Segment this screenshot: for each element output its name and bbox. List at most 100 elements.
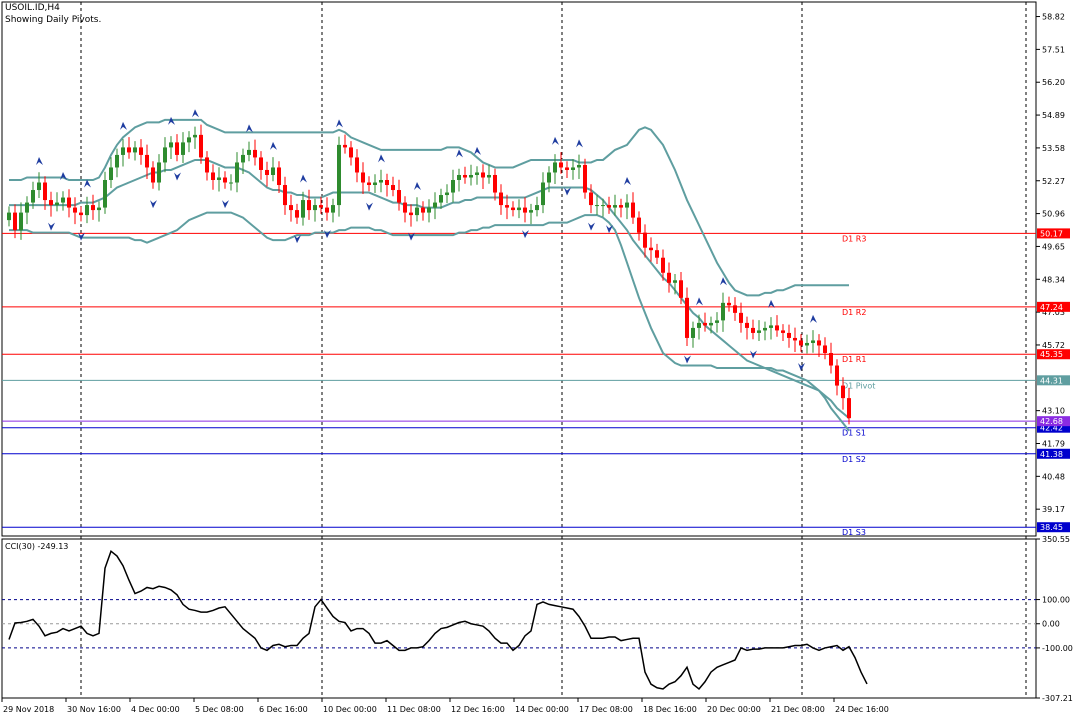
candle	[577, 154, 581, 179]
pivot-price-box	[1037, 422, 1070, 433]
candle-body	[517, 207, 521, 211]
price-tick-label: 47.03	[1042, 308, 1065, 317]
candle-body	[691, 327, 695, 338]
candle	[559, 152, 563, 174]
fractal-up-marker	[720, 277, 727, 286]
pivot-label: D1 S2	[842, 455, 866, 464]
candle	[61, 191, 65, 211]
bollinger-middle-line	[9, 158, 850, 419]
candle	[265, 161, 269, 187]
fractal-down-marker	[684, 355, 691, 364]
candle-body	[415, 207, 419, 216]
candle-body	[175, 142, 179, 155]
candle	[787, 324, 791, 348]
candle	[313, 198, 317, 222]
candle-body	[67, 197, 71, 208]
candle-body	[241, 154, 245, 163]
candle	[499, 184, 503, 215]
cci-tick-label: -100.00	[1042, 644, 1073, 653]
candle	[271, 157, 275, 182]
candle	[793, 327, 797, 352]
pivot-price-label: 50.17	[1040, 229, 1063, 238]
candle	[139, 139, 143, 165]
candle	[679, 272, 683, 305]
candle	[589, 184, 593, 214]
candle	[649, 237, 653, 262]
candle	[463, 166, 467, 184]
price-tick-label: 40.48	[1042, 472, 1065, 481]
candle	[547, 166, 551, 193]
pivot-label: D1 R3	[842, 234, 866, 243]
fractal-down-marker	[408, 232, 415, 241]
candle-body	[295, 210, 299, 218]
candle	[409, 204, 413, 227]
fractal-up-marker	[414, 182, 421, 191]
candle-body	[817, 340, 821, 346]
candle-body	[541, 182, 545, 206]
candle	[625, 194, 629, 220]
candle	[397, 179, 401, 211]
time-tick-label: 11 Dec 08:00	[387, 705, 441, 714]
cci-pane-frame	[1, 538, 1037, 699]
candle-body	[349, 147, 353, 158]
candle	[829, 342, 833, 374]
candle-body	[301, 200, 305, 218]
candle-body	[637, 217, 641, 233]
candle	[835, 359, 839, 396]
candle-body	[163, 147, 167, 163]
candle	[781, 324, 785, 341]
candle	[433, 192, 437, 220]
candle-body	[727, 302, 731, 306]
time-tick-label: 21 Dec 08:00	[771, 705, 825, 714]
pivot-price-box	[1037, 522, 1070, 533]
candle	[775, 315, 779, 337]
candle-body	[31, 190, 35, 203]
candle	[187, 131, 191, 153]
candle	[685, 287, 689, 346]
candle	[565, 161, 569, 178]
candle	[205, 151, 209, 181]
candle	[757, 320, 761, 341]
candle-body	[631, 202, 635, 218]
fractal-up-marker	[300, 174, 307, 183]
candle	[49, 191, 53, 217]
candle-body	[421, 207, 425, 213]
candle	[583, 158, 587, 199]
price-tick-label: 54.89	[1042, 111, 1065, 120]
pivot-label: D1 R2	[842, 308, 866, 317]
candle-body	[697, 322, 701, 328]
candle	[763, 321, 767, 341]
candle-body	[679, 280, 683, 298]
candle	[727, 296, 731, 312]
main-pane-frame	[1, 1, 1037, 537]
candle-body	[337, 144, 341, 206]
candle-body	[361, 172, 365, 183]
candle-body	[811, 340, 815, 343]
candle	[55, 192, 59, 212]
candle	[301, 191, 305, 226]
symbol-title: USOIL.ID,H4	[5, 3, 60, 13]
pivot-price-label: 45.35	[1040, 350, 1063, 359]
candle-body	[451, 180, 455, 193]
time-tick-label: 12 Dec 16:00	[451, 705, 505, 714]
fractal-up-marker	[552, 136, 559, 145]
candle-body	[769, 325, 773, 328]
candle-body	[709, 322, 713, 326]
candle	[445, 184, 449, 204]
candle-body	[463, 174, 467, 178]
candle	[673, 274, 677, 295]
candle-body	[109, 167, 113, 180]
candle-body	[133, 147, 137, 153]
candle	[31, 181, 35, 209]
candle-body	[127, 147, 131, 153]
candle-body	[685, 297, 689, 338]
candle	[289, 194, 293, 222]
fractal-up-marker	[120, 121, 127, 130]
time-tick-label: 10 Dec 00:00	[323, 705, 377, 714]
candle	[493, 168, 497, 201]
candle	[169, 136, 173, 159]
candle	[307, 189, 311, 220]
candle	[751, 319, 755, 340]
fractal-down-marker	[174, 172, 181, 181]
